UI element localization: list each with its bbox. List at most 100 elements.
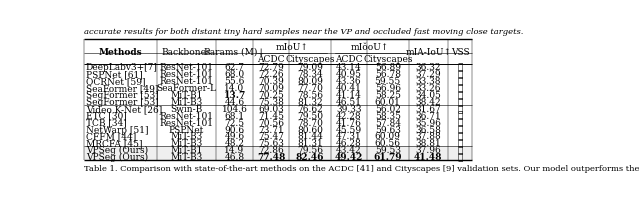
- Text: 60.09: 60.09: [375, 132, 401, 141]
- Text: VSS: VSS: [451, 48, 469, 57]
- Text: mIA-IoU↑: mIA-IoU↑: [405, 48, 451, 57]
- Text: 72.26: 72.26: [258, 70, 284, 79]
- Text: 58.25: 58.25: [375, 91, 401, 100]
- Text: 81.31: 81.31: [297, 139, 323, 148]
- Text: 43.36: 43.36: [336, 77, 362, 86]
- Text: 44.6: 44.6: [225, 97, 244, 106]
- Text: 36.32: 36.32: [415, 63, 441, 72]
- Text: 79.50: 79.50: [297, 111, 323, 120]
- Text: accurate results for both distant tiny hard samples near the VP and occluded fas: accurate results for both distant tiny h…: [84, 28, 524, 36]
- Text: 72.86: 72.86: [258, 146, 284, 154]
- Text: ✗: ✗: [457, 77, 463, 86]
- Text: 38.81: 38.81: [415, 139, 441, 148]
- Text: 82.46: 82.46: [296, 152, 324, 161]
- Text: 81.44: 81.44: [297, 132, 323, 141]
- Text: mIoU↑: mIoU↑: [276, 43, 308, 52]
- Text: 81.32: 81.32: [297, 97, 323, 106]
- Text: 80.60: 80.60: [297, 125, 323, 134]
- Text: 60.56: 60.56: [375, 139, 401, 148]
- Text: Swin-B: Swin-B: [170, 104, 203, 113]
- Text: 40.41: 40.41: [336, 84, 362, 93]
- Text: 72.79: 72.79: [258, 63, 284, 72]
- Text: 38.42: 38.42: [415, 97, 441, 106]
- Text: SeaFormer [49]: SeaFormer [49]: [86, 84, 158, 93]
- Text: ✓: ✓: [457, 104, 463, 113]
- Text: PSPNet: PSPNet: [169, 125, 204, 134]
- Text: 75.38: 75.38: [258, 97, 284, 106]
- Text: 59.63: 59.63: [375, 125, 401, 134]
- Text: ✓: ✓: [457, 111, 463, 120]
- Text: 41.14: 41.14: [336, 91, 362, 100]
- Bar: [84, 147, 472, 153]
- Text: 70.39: 70.39: [258, 77, 284, 86]
- Text: Cityscapes: Cityscapes: [363, 55, 413, 64]
- Text: 68.0: 68.0: [225, 70, 244, 79]
- Text: 46.51: 46.51: [336, 97, 362, 106]
- Text: 13.7: 13.7: [223, 91, 246, 100]
- Text: 70.25: 70.25: [258, 91, 284, 100]
- Text: 37.88: 37.88: [415, 132, 441, 141]
- Text: 41.76: 41.76: [336, 118, 362, 127]
- Text: mIŏoU↑: mIŏoU↑: [351, 43, 389, 52]
- Text: MiT-B3: MiT-B3: [170, 152, 203, 161]
- Text: ACDC: ACDC: [335, 55, 363, 64]
- Text: ResNet-101: ResNet-101: [159, 111, 214, 120]
- Text: ✓: ✓: [457, 118, 463, 127]
- Text: 41.48: 41.48: [414, 152, 442, 161]
- Text: 56.89: 56.89: [375, 63, 401, 72]
- Text: ✗: ✗: [457, 84, 463, 93]
- Text: 33.26: 33.26: [415, 84, 441, 93]
- Text: 33.38: 33.38: [415, 77, 441, 86]
- Text: 77.70: 77.70: [297, 84, 323, 93]
- Text: PSPNet [61]: PSPNet [61]: [86, 70, 143, 79]
- Text: 59.55: 59.55: [374, 77, 401, 86]
- Text: TCB [34]: TCB [34]: [86, 118, 127, 127]
- Text: Backbones: Backbones: [162, 48, 211, 57]
- Text: 75.63: 75.63: [258, 139, 284, 148]
- Text: ResNet-101: ResNet-101: [159, 70, 214, 79]
- Text: 34.05: 34.05: [415, 91, 441, 100]
- Text: 49.42: 49.42: [335, 152, 363, 161]
- Text: Video K-Net [26]: Video K-Net [26]: [86, 104, 162, 113]
- Text: 37.96: 37.96: [415, 146, 441, 154]
- Text: 70.56: 70.56: [258, 118, 284, 127]
- Text: 55.6: 55.6: [224, 77, 244, 86]
- Text: 49.6: 49.6: [225, 132, 244, 141]
- Text: NetWarp [51]: NetWarp [51]: [86, 125, 148, 134]
- Text: 58.35: 58.35: [375, 111, 401, 120]
- Bar: [84, 153, 472, 160]
- Text: 69.03: 69.03: [258, 104, 284, 113]
- Text: ✗: ✗: [457, 63, 463, 72]
- Text: 56.96: 56.96: [375, 84, 401, 93]
- Text: ETC [30]: ETC [30]: [86, 111, 127, 120]
- Text: 70.09: 70.09: [258, 84, 284, 93]
- Text: ACDC: ACDC: [257, 55, 285, 64]
- Text: 80.09: 80.09: [297, 77, 323, 86]
- Text: 39.33: 39.33: [336, 104, 362, 113]
- Text: 14.0: 14.0: [225, 84, 244, 93]
- Text: ✓: ✓: [457, 146, 463, 154]
- Text: VPSeg (Ours): VPSeg (Ours): [86, 152, 148, 161]
- Text: CFFM [44]: CFFM [44]: [86, 132, 136, 141]
- Text: ResNet-101: ResNet-101: [159, 63, 214, 72]
- Text: 73.71: 73.71: [258, 125, 284, 134]
- Text: SegFormer [53]: SegFormer [53]: [86, 91, 159, 100]
- Text: 76.62: 76.62: [297, 104, 323, 113]
- Text: 36.58: 36.58: [415, 125, 441, 134]
- Text: ResNet-101: ResNet-101: [159, 77, 214, 86]
- Text: 56.02: 56.02: [375, 104, 401, 113]
- Text: MiT-B1: MiT-B1: [170, 91, 203, 100]
- Text: OCRNet [59]: OCRNet [59]: [86, 77, 145, 86]
- Text: ✗: ✗: [457, 70, 463, 79]
- Text: 36.71: 36.71: [415, 111, 441, 120]
- Text: 57.84: 57.84: [375, 118, 401, 127]
- Text: MRCFA [45]: MRCFA [45]: [86, 139, 143, 148]
- Text: 72.5: 72.5: [225, 118, 244, 127]
- Text: 77.48: 77.48: [257, 152, 285, 161]
- Text: 40.95: 40.95: [336, 70, 362, 79]
- Text: 78.34: 78.34: [297, 70, 323, 79]
- Text: 79.56: 79.56: [297, 146, 323, 154]
- Text: 104.6: 104.6: [221, 104, 248, 113]
- Text: 35.96: 35.96: [415, 118, 441, 127]
- Text: 75.47: 75.47: [258, 132, 284, 141]
